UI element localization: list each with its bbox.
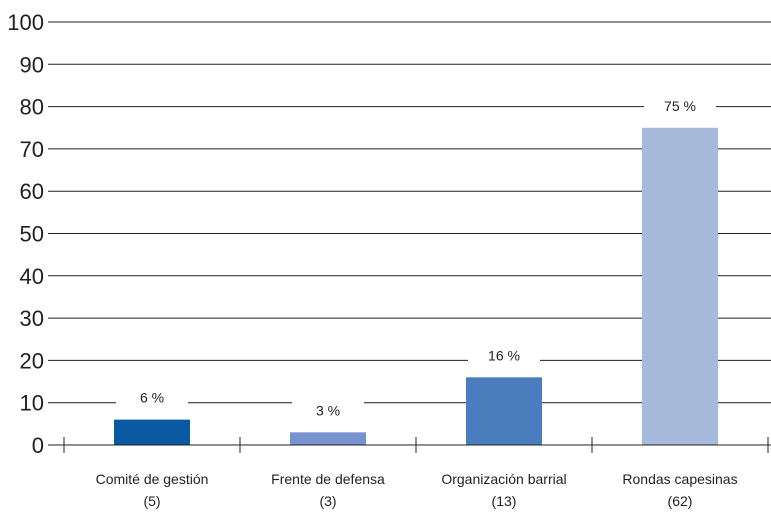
y-tick-label: 50 [20, 222, 44, 247]
y-tick-label: 90 [20, 52, 44, 77]
category-label: Comité de gestión [96, 471, 209, 487]
category-label: Organización barrial [441, 471, 566, 487]
y-tick-label: 100 [7, 10, 44, 35]
bars: 6 % 3 % 16 % 75 % [114, 98, 718, 445]
y-tick-label: 60 [20, 179, 44, 204]
bar [290, 432, 366, 445]
bar [642, 127, 718, 445]
x-axis [48, 437, 771, 453]
category-count-label: (3) [319, 493, 336, 509]
y-tick-label: 0 [32, 433, 44, 458]
y-tick-label: 20 [20, 348, 44, 373]
gridlines [48, 21, 771, 404]
bar-value-label: 16 % [488, 347, 520, 363]
bar [466, 377, 542, 445]
category-labels: Comité de gestión (5) Frente de defensa (3)… [96, 471, 738, 509]
y-axis-tick-labels: 0 10 20 30 40 50 60 70 80 90 100 [7, 10, 44, 458]
bar-value-label: 75 % [664, 98, 696, 114]
y-tick-label: 10 [20, 391, 44, 416]
bar-value-label: 3 % [316, 402, 340, 418]
y-tick-label: 70 [20, 137, 44, 162]
bar [114, 419, 190, 445]
y-tick-label: 30 [20, 306, 44, 331]
category-count-label: (5) [143, 493, 160, 509]
category-label: Rondas capesinas [622, 471, 737, 487]
category-count-label: (62) [668, 493, 693, 509]
bar-value-label: 6 % [140, 390, 164, 406]
category-count-label: (13) [492, 493, 517, 509]
y-tick-label: 80 [20, 95, 44, 120]
category-label: Frente de defensa [271, 471, 385, 487]
y-tick-label: 40 [20, 264, 44, 289]
